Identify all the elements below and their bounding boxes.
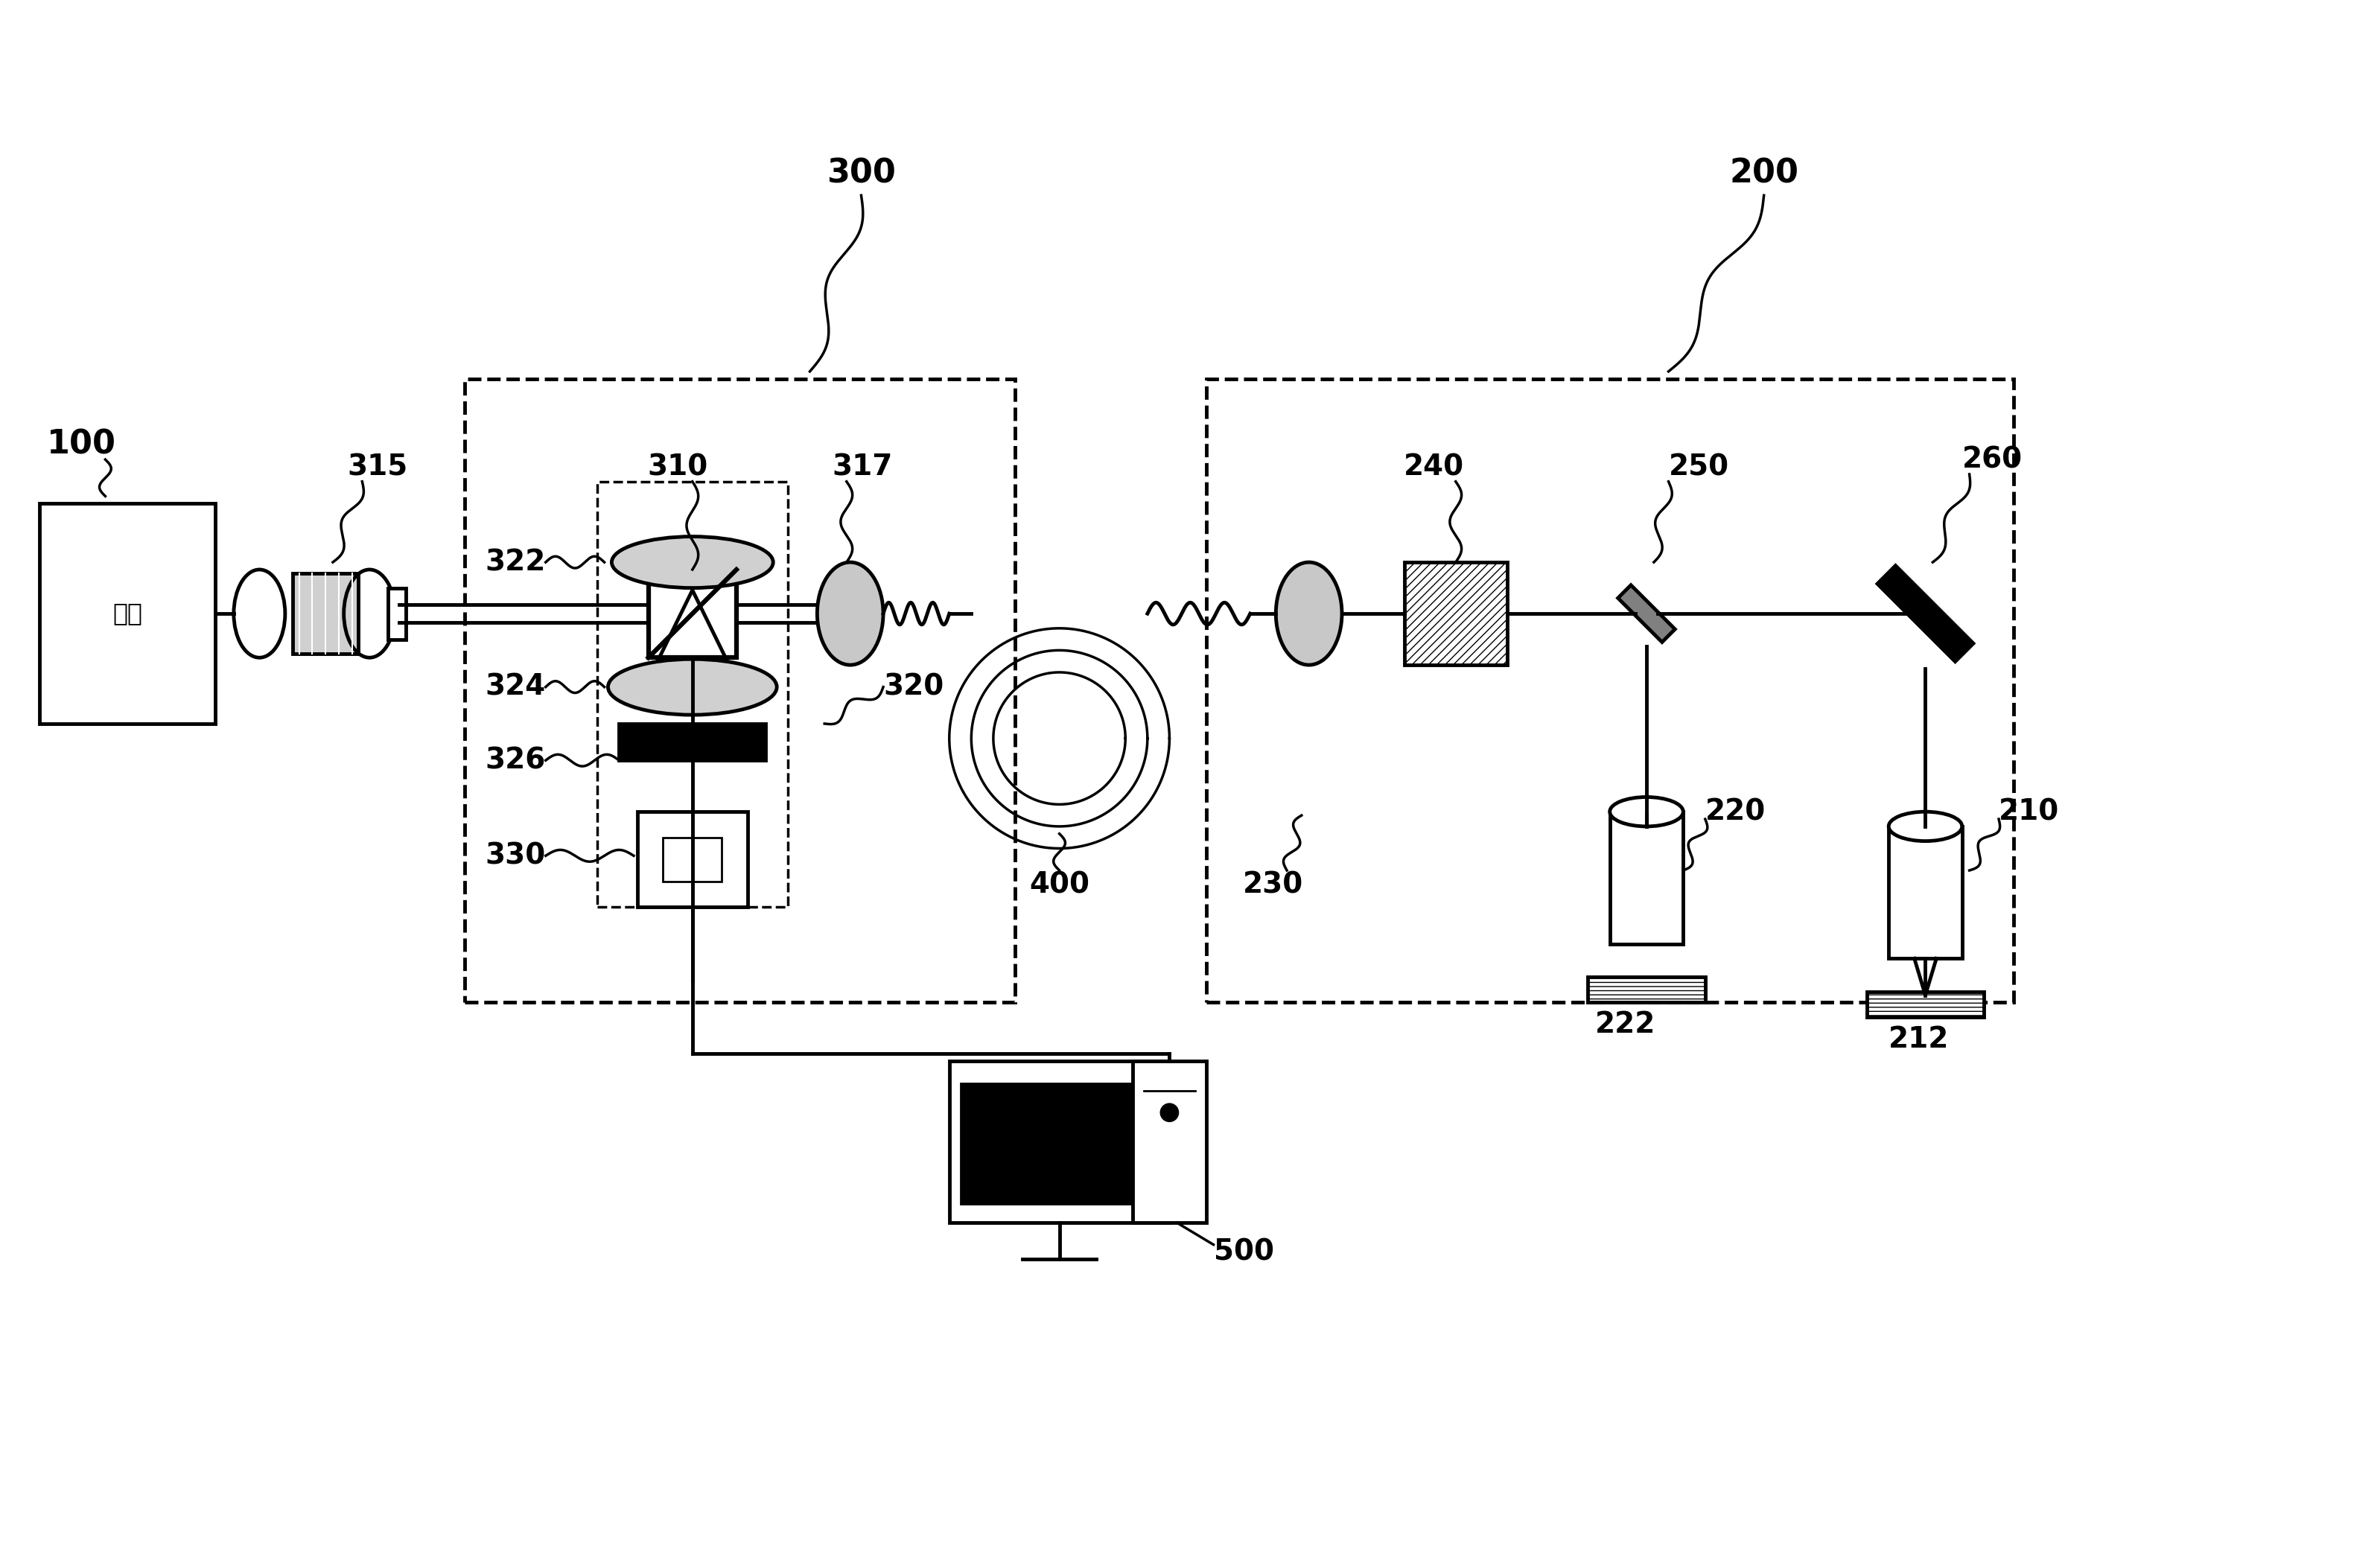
Bar: [959, 1082, 1159, 1204]
Text: 200: 200: [1730, 157, 1799, 190]
Text: 222: 222: [1595, 1010, 1656, 1039]
Text: 260: 260: [1961, 446, 2023, 473]
Text: 310: 310: [647, 453, 707, 481]
Bar: [1609, 811, 1683, 944]
Bar: [1866, 992, 1985, 1018]
Bar: [1890, 827, 1961, 959]
Text: 315: 315: [347, 453, 407, 481]
Ellipse shape: [1890, 811, 1961, 840]
Text: 317: 317: [833, 453, 892, 481]
Ellipse shape: [607, 658, 776, 715]
Text: 240: 240: [1404, 453, 1464, 481]
Text: 212: 212: [1890, 1025, 1949, 1053]
Bar: [1878, 566, 1973, 662]
Ellipse shape: [1161, 1104, 1178, 1121]
Text: 광원: 광원: [112, 601, 143, 626]
Text: 250: 250: [1668, 453, 1728, 481]
Bar: [38, 504, 214, 723]
Ellipse shape: [233, 569, 286, 657]
Text: 324: 324: [486, 672, 545, 702]
Bar: [619, 723, 766, 760]
Bar: [950, 1061, 1169, 1223]
Bar: [638, 811, 747, 907]
Bar: [1133, 1061, 1207, 1223]
Text: 320: 320: [883, 672, 945, 702]
Bar: [1404, 563, 1507, 665]
Text: 230: 230: [1242, 871, 1304, 899]
Ellipse shape: [1276, 563, 1342, 665]
Text: 300: 300: [826, 157, 895, 190]
Ellipse shape: [1609, 797, 1683, 827]
Text: 322: 322: [486, 547, 545, 577]
Text: 100: 100: [48, 429, 117, 461]
Bar: [388, 588, 407, 640]
Text: 400: 400: [1028, 871, 1090, 899]
Bar: [597, 481, 788, 907]
Bar: [464, 379, 1016, 1002]
Bar: [293, 574, 359, 654]
Bar: [1618, 584, 1676, 641]
Text: 220: 220: [1704, 797, 1766, 827]
Ellipse shape: [612, 537, 774, 588]
Bar: [647, 569, 735, 657]
Text: 330: 330: [486, 842, 545, 870]
Text: 210: 210: [1999, 797, 2059, 827]
Text: 326: 326: [486, 746, 545, 774]
Bar: [1207, 379, 2013, 1002]
Text: 500: 500: [1214, 1238, 1273, 1266]
Bar: [1587, 976, 1704, 1002]
Bar: [664, 837, 721, 882]
Ellipse shape: [816, 563, 883, 665]
